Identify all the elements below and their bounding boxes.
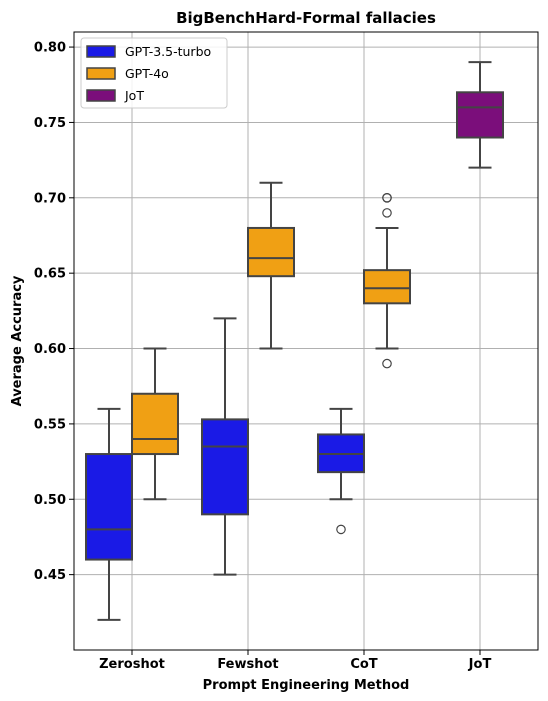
box-GPT-3.5-turbo-CoT [317, 407, 365, 535]
y-axis: 0.45 0.50 0.55 0.60 0.65 0.70 0.75 0.80 [34, 41, 74, 583]
x-axis-label: Prompt Engineering Method [203, 678, 410, 693]
outlier-point [382, 193, 392, 203]
y-tick-label: 0.50 [34, 493, 66, 508]
y-tick-label: 0.60 [34, 342, 66, 357]
y-axis-label: Average Accuracy [10, 275, 25, 406]
y-tick-label: 0.80 [34, 41, 66, 56]
legend-swatch [86, 67, 116, 80]
box-GPT-3.5-turbo-Zeroshot [85, 407, 133, 621]
legend-swatch [86, 89, 116, 102]
x-axis: Zeroshot Fewshot CoT JoT [99, 650, 491, 672]
outlier-point [382, 358, 392, 369]
x-tick-label: Zeroshot [99, 657, 165, 672]
boxes [85, 61, 504, 621]
y-tick-label: 0.70 [34, 191, 66, 206]
iqr-box [85, 453, 133, 561]
x-tick-label: CoT [350, 657, 377, 672]
y-tick-label: 0.45 [34, 568, 66, 583]
y-tick-label: 0.55 [34, 417, 66, 432]
iqr-box [247, 226, 295, 278]
box-GPT-4o-Fewshot [247, 181, 295, 350]
iqr-box [201, 418, 249, 516]
legend-label: JoT [124, 88, 144, 103]
iqr-box [131, 392, 179, 456]
outlier-point [336, 524, 346, 535]
legend-label: GPT-3.5-turbo [125, 44, 211, 59]
box-GPT-4o-CoT [363, 193, 411, 369]
x-tick-label: Fewshot [217, 657, 278, 672]
box-JoT-JoT [456, 61, 504, 169]
box-GPT-3.5-turbo-Fewshot [201, 317, 249, 576]
plot-frame [73, 31, 539, 651]
y-tick-label: 0.65 [34, 267, 66, 282]
legend-frame [80, 37, 228, 109]
chart-title: BigBenchHard-Formal fallacies [176, 9, 436, 27]
legend-label: GPT-4o [125, 66, 169, 81]
iqr-box [456, 91, 504, 139]
iqr-box [363, 269, 411, 305]
y-tick-label: 0.75 [34, 116, 66, 131]
outlier-point [382, 208, 392, 218]
box-GPT-4o-Zeroshot [131, 347, 179, 501]
legend-swatch [86, 45, 116, 58]
x-tick-label: JoT [468, 657, 492, 672]
legend: GPT-3.5-turbo GPT-4o JoT [80, 37, 228, 109]
